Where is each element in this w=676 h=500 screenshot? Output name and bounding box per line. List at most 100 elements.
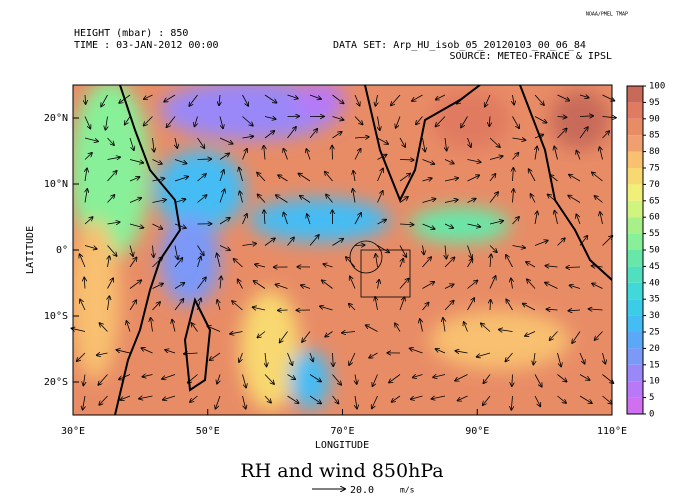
wind-arrow [283,212,288,225]
wind-arrow [557,352,562,367]
wind-arrow [534,94,544,105]
wind-arrow [287,94,298,99]
wind-arrow [238,279,243,289]
wind-arrow [377,220,387,225]
colorbar-label: 15 [649,360,660,370]
wind-arrow [422,199,436,203]
colorbar-swatch [627,200,643,218]
wind-arrow [152,302,161,311]
wind-arrow [554,211,558,225]
wind-arrow [332,374,342,385]
wind-arrow [389,374,401,383]
wind-arrow [506,255,513,268]
wind-arrow [332,132,342,139]
wind-arrow [85,168,87,182]
wind-arrow [592,172,603,182]
wind-arrow [219,170,224,182]
colorbar-label: 80 [649,147,660,157]
wind-arrow [107,157,121,159]
wind-arrow [595,331,603,341]
wind-arrow [511,278,513,289]
wind-arrow [489,221,503,225]
wind-arrow [85,189,87,203]
wind-arrow [534,374,542,387]
wind-arrow [399,197,408,203]
wind-arrow [399,224,414,225]
wind-arrow [569,175,581,182]
wind-arrow [108,296,110,311]
wind-arrow [467,280,478,289]
wind-arrow [265,352,267,366]
wind-arrow [307,214,311,225]
wind-arrow [505,352,513,361]
wind-arrow [219,116,223,129]
y-tick-label: 20°S [44,377,68,388]
wind-arrow [377,245,390,253]
wind-arrow [512,116,520,129]
colorbar-swatch [627,135,643,152]
wind-arrow [477,352,491,357]
wind-arrow [602,94,615,101]
wind-arrow [287,352,293,365]
wind-arrow [534,116,547,123]
wind-arrow [84,217,93,225]
wind-arrow [422,223,435,229]
colorbar-frame [626,85,644,415]
colorbar-label: 95 [649,98,660,108]
wind-arrow [84,277,85,289]
colorbar-swatch [627,397,643,414]
wind-arrow [513,94,515,105]
wind-arrow [467,298,475,311]
colorbar-label: 0 [649,410,654,420]
wind-arrow [215,395,221,409]
wind-arrow [174,159,187,164]
y-tick-label: 20°N [44,113,68,124]
wind-arrow [375,94,377,106]
wind-arrow [349,352,356,365]
wind-arrow [467,223,481,227]
wind-arrow [197,159,212,160]
wind-arrow [534,395,540,406]
wind-arrow [219,137,233,144]
wind-arrow [489,116,490,127]
wind-arrow [129,177,140,182]
wind-arrow [219,189,225,203]
wind-arrow [512,138,526,140]
wind-arrow [125,116,131,125]
wind-arrow [191,323,198,332]
wind-arrow [77,352,86,361]
wind-arrow [527,279,536,289]
wind-arrow [166,116,176,128]
wind-arrow [457,94,468,104]
wind-arrow [264,131,274,139]
wind-arrow [443,318,445,332]
wind-arrow [242,149,247,160]
colorbar-swatch [627,299,643,316]
wind-arrow [489,192,498,203]
wind-arrow [444,223,453,228]
wind-arrow [116,350,131,354]
wind-arrow [276,195,288,203]
wind-arrow [119,374,131,380]
wind-arrow [445,245,446,259]
colorbar-label: 40 [649,278,660,288]
dataset-label: DATA SET: Arp_HU_isob_05_20120103_00_06_… [333,40,586,51]
wind-arrow [529,169,536,182]
wind-arrow [152,159,162,164]
wind-arrow [174,177,188,182]
wind-arrow [399,297,405,311]
wind-arrow [576,214,581,225]
y-axis-label: LATITUDE [25,226,36,274]
wind-arrow [576,151,581,160]
wind-arrow [369,352,378,358]
x-tick-label: 70°E [330,426,354,437]
wind-arrow [287,395,299,403]
wind-arrow [423,137,426,152]
colorbar-label: 85 [649,131,660,141]
colorbar-swatch [627,233,643,250]
wind-arrow [467,160,481,163]
wind-arrow [467,137,471,147]
wind-arrow [444,200,458,203]
wind-arrow [399,174,410,182]
wind-arrow [422,257,432,268]
